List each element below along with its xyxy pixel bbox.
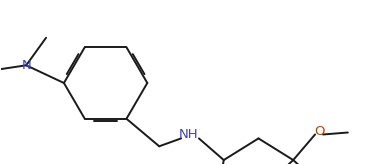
Text: N: N [21,59,31,72]
Text: NH: NH [179,128,199,141]
Text: O: O [314,125,324,138]
